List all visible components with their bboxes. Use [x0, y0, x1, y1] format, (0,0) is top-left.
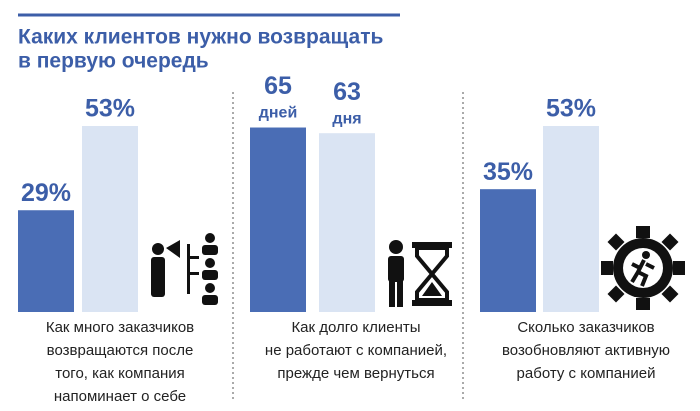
bar — [543, 126, 599, 312]
value-label: 63 — [333, 78, 361, 106]
caption-line: возобновляют активную — [502, 342, 670, 359]
caption-line: Как много заказчиков — [46, 319, 194, 336]
bar — [18, 210, 74, 312]
icon-presenter — [151, 233, 218, 305]
caption-line: напоминает о себе — [54, 388, 186, 405]
caption-line: Как долго клиенты — [291, 319, 420, 336]
title-line: в первую очередь — [18, 50, 209, 73]
caption-line: Сколько заказчиков — [517, 319, 654, 336]
bar — [480, 189, 536, 312]
icon-gear — [601, 226, 685, 310]
bar — [319, 133, 375, 312]
value-unit: дней — [259, 105, 298, 122]
value-label: 65 — [264, 72, 292, 100]
caption-line: того, как компания — [55, 365, 184, 382]
value-unit: дня — [332, 110, 361, 127]
caption-line: не работают с компанией, — [265, 342, 447, 359]
caption-line: работу с компанией — [517, 365, 656, 382]
title-line: Каких клиентов нужно возвращать — [18, 26, 383, 49]
caption-line: прежде чем вернуться — [277, 365, 434, 382]
value-label: 29% — [21, 179, 71, 207]
icon-waiting — [388, 240, 452, 307]
value-label: 53% — [85, 95, 135, 123]
bar — [250, 127, 306, 312]
bar — [82, 126, 138, 312]
value-label: 53% — [546, 95, 596, 123]
value-label: 35% — [483, 158, 533, 186]
caption-line: возвращаются после — [47, 342, 194, 359]
